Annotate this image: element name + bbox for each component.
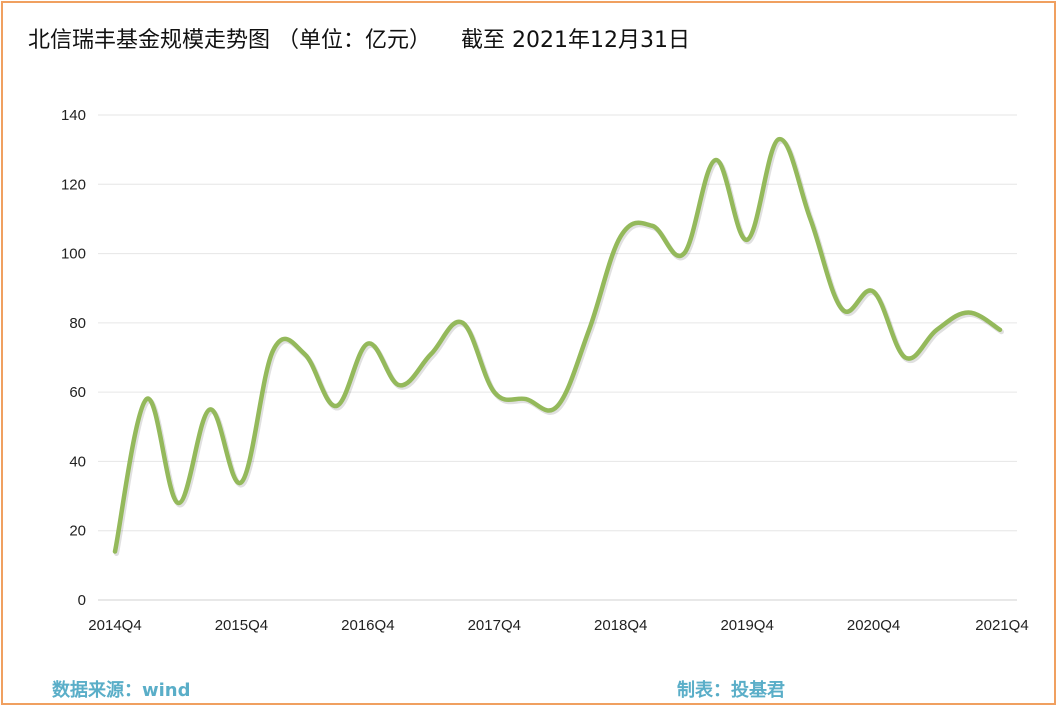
x-tick-label: 2020Q4 — [847, 617, 900, 634]
x-tick-label: 2015Q4 — [215, 617, 268, 634]
grid-lines — [98, 114, 1017, 601]
series-group — [112, 137, 1004, 556]
x-tick-label: 2014Q4 — [88, 617, 141, 634]
maker-note: 制表：投基君 — [677, 680, 785, 701]
x-axis-ticks: 2014Q4 2015Q4 2016Q4 2017Q4 2018Q4 2019Q4 2020… — [88, 617, 1028, 634]
series-line — [112, 137, 1003, 554]
y-tick-label: 60 — [69, 384, 86, 401]
chart-title: 北信瑞丰基金规模走势图 （单位：亿元） 截至 2021年12月31日 — [28, 22, 690, 54]
date-note: 截至 2021年12月31日 — [461, 28, 690, 53]
y-tick-label: 120 — [61, 176, 86, 193]
x-tick-label: 2021Q4 — [975, 617, 1028, 634]
y-tick-label: 80 — [69, 315, 86, 332]
x-tick-label: 2017Q4 — [468, 617, 521, 634]
x-tick-label: 2019Q4 — [720, 617, 773, 634]
y-tick-label: 0 — [78, 592, 86, 609]
x-tick-label: 2016Q4 — [341, 617, 394, 634]
chart-title-text: 北信瑞丰基金规模走势图 （单位：亿元） — [28, 28, 431, 53]
x-tick-label: 2018Q4 — [594, 617, 647, 634]
y-tick-label: 100 — [61, 246, 86, 263]
y-axis-ticks: 0 20 40 60 80 100 120 140 — [61, 107, 86, 609]
series-line-shadow — [114, 138, 1004, 556]
y-tick-label: 20 — [69, 523, 86, 540]
y-tick-label: 140 — [61, 107, 86, 124]
data-source-note: 数据来源：wind — [52, 680, 191, 701]
y-tick-label: 40 — [69, 453, 86, 470]
